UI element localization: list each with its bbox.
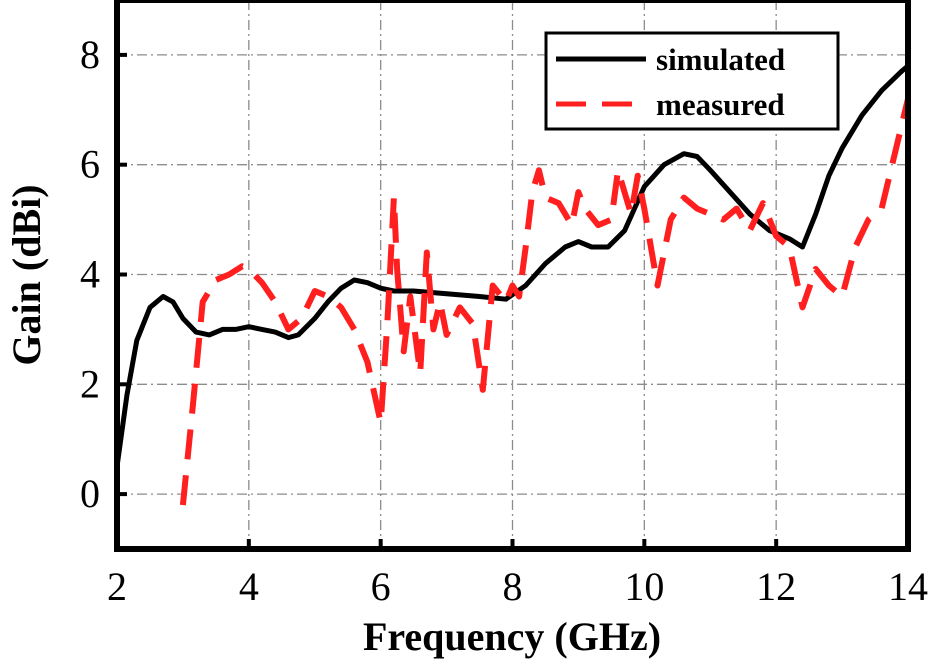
ticks: 2 4 6 8 10 12 14 0 2 4 6 8 <box>80 32 928 609</box>
legend-box <box>544 31 840 131</box>
y-tick-label: 6 <box>80 142 100 187</box>
x-tick-label: 2 <box>107 564 127 609</box>
y-tick-label: 4 <box>80 252 100 297</box>
series-line-measured <box>179 98 908 506</box>
y-tick-label: 0 <box>80 471 100 516</box>
legend-label-simulated: simulated <box>656 42 785 77</box>
x-tick-label: 14 <box>888 564 928 609</box>
y-axis-title: Gain (dBi) <box>4 184 49 365</box>
y-tick-label: 2 <box>80 361 100 406</box>
grid <box>117 0 908 549</box>
legend: simulated measured <box>544 31 840 131</box>
x-tick-label: 8 <box>503 564 523 609</box>
x-tick-label: 10 <box>624 564 664 609</box>
x-tick-label: 6 <box>371 564 391 609</box>
y-tick-label: 8 <box>80 32 100 77</box>
x-axis-title: Frequency (GHz) <box>363 614 661 659</box>
x-tick-label: 12 <box>756 564 796 609</box>
series-layer <box>117 63 908 506</box>
legend-label-measured: measured <box>656 87 785 122</box>
series-line-simulated <box>117 63 908 467</box>
x-tick-label: 4 <box>239 564 259 609</box>
